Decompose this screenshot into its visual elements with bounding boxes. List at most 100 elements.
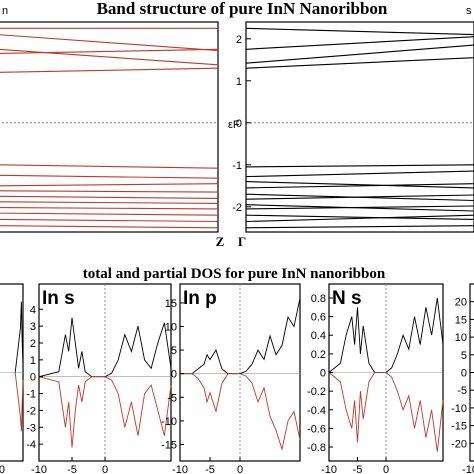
dos-spin-up-line bbox=[14, 301, 24, 373]
band-line-11 bbox=[0, 201, 219, 204]
y-tick-label: 0 bbox=[30, 372, 36, 384]
x-tick-label: -10 bbox=[172, 464, 188, 474]
dos-title: total and partial DOS for pure InN nanor… bbox=[83, 266, 386, 282]
band-structure-title: Band structure of pure InN Nanoribbon bbox=[97, 0, 388, 18]
x-tick-label: -5 bbox=[353, 464, 363, 474]
y-tick-label: -5 bbox=[167, 392, 177, 404]
y-tick-label: -1 bbox=[232, 160, 242, 172]
band-line-5 bbox=[245, 164, 474, 168]
dos-total-panel: -10 bbox=[0, 283, 24, 474]
y-tick-label: -3 bbox=[26, 422, 36, 434]
band-line-7 bbox=[0, 174, 219, 179]
band-line-14 bbox=[245, 214, 474, 223]
orbital-label: N s bbox=[332, 288, 362, 309]
dos-spin-up-line bbox=[38, 317, 172, 378]
y-tick-label: 10 bbox=[455, 332, 467, 344]
band-line-2 bbox=[245, 36, 474, 50]
y-tick-label: -1 bbox=[26, 389, 36, 401]
dos-n-p-panel: 20 15 10 5 0 -5 -10 -15 -20 -10 bbox=[451, 283, 474, 474]
y-tick-label: -10 bbox=[161, 416, 177, 428]
x-tick-label: -5 bbox=[67, 464, 77, 474]
y-tick-label: 0 bbox=[171, 369, 177, 381]
band-line-13 bbox=[0, 212, 219, 216]
corner-label-right: s bbox=[466, 5, 472, 17]
dos-spin-down-line bbox=[38, 376, 172, 448]
band-line-12 bbox=[245, 205, 474, 210]
band-line-10 bbox=[245, 194, 474, 200]
x-tick-label: 0 bbox=[102, 464, 108, 474]
y-tick-label: 1 bbox=[30, 355, 36, 367]
band-line-10 bbox=[0, 195, 219, 199]
band-line-13 bbox=[245, 214, 474, 220]
plot-frame bbox=[0, 21, 219, 233]
y-tick-label: 3 bbox=[30, 321, 36, 333]
y-tick-label: 10 bbox=[165, 321, 177, 333]
band-line-7 bbox=[245, 181, 474, 189]
x-tick-label: -10 bbox=[462, 464, 474, 474]
band-line-4 bbox=[245, 57, 474, 69]
band-line-4 bbox=[0, 48, 219, 55]
y-tick-label: 4 bbox=[30, 304, 36, 316]
y-tick-label: -4 bbox=[26, 439, 36, 451]
dos-spin-down-line bbox=[180, 373, 301, 451]
x-tick-label: -10 bbox=[31, 464, 47, 474]
y-tick-label: 15 bbox=[455, 314, 467, 326]
y-tick-label: 15 bbox=[165, 298, 177, 310]
y-tick-label: 0 bbox=[461, 368, 467, 380]
band-line-15 bbox=[0, 225, 219, 229]
dos-spin-down-line bbox=[14, 372, 24, 432]
y-tick-label: -5 bbox=[457, 385, 467, 397]
band-line-8 bbox=[0, 183, 219, 187]
orbital-label: In s bbox=[42, 288, 75, 309]
y-tick-label: -0.2 bbox=[307, 386, 326, 398]
band-line-3 bbox=[0, 48, 219, 66]
y-tick-label: 5 bbox=[461, 350, 467, 362]
band-structure-left-panel: Z bbox=[0, 21, 225, 249]
y-tick-label: 0.4 bbox=[311, 330, 326, 342]
y-tick-label: 2 bbox=[30, 338, 36, 350]
y-tick-label: -0.8 bbox=[307, 442, 326, 454]
corner-label-left: n bbox=[2, 5, 8, 17]
y-tick-label: -0.4 bbox=[307, 405, 326, 417]
y-tick-label: 0.8 bbox=[311, 293, 326, 305]
band-structure-right-panel: -2 -1 0 1 2 Γ bbox=[232, 21, 474, 249]
y-tick-label: 0 bbox=[320, 368, 326, 380]
band-line-5 bbox=[0, 67, 219, 73]
y-tick-label: 0.6 bbox=[311, 312, 326, 324]
dos-in-p-panel: -15 -10 -5 0 5 10 15 -10 -5 0 In p bbox=[161, 283, 301, 474]
x-tick-label: -10 bbox=[321, 464, 337, 474]
fermi-level-label: εF bbox=[228, 119, 240, 131]
band-line-8 bbox=[245, 183, 474, 189]
y-tick-label: -10 bbox=[451, 403, 467, 415]
k-point-label: Γ bbox=[238, 234, 246, 249]
y-tick-label: -15 bbox=[161, 439, 177, 451]
band-line-6 bbox=[0, 164, 219, 169]
band-line-15 bbox=[245, 225, 474, 229]
x-tick-label: 0 bbox=[237, 464, 243, 474]
y-tick-label: 20 bbox=[455, 297, 467, 309]
band-line-9 bbox=[0, 190, 219, 193]
band-line-12 bbox=[0, 207, 219, 210]
y-tick-label: -0.6 bbox=[307, 423, 326, 435]
y-tick-label: 0 bbox=[236, 118, 242, 130]
y-tick-label: -20 bbox=[451, 438, 467, 450]
orbital-label: In p bbox=[183, 288, 217, 309]
y-tick-label: -2 bbox=[26, 405, 36, 417]
dos-n-s-panel: -0.8 -0.6 -0.4 -0.2 0 0.2 0.4 0.6 0.8 -10 -5 0 N s bbox=[307, 283, 444, 474]
dos-spin-down-line bbox=[328, 372, 444, 452]
y-tick-label: -2 bbox=[232, 202, 242, 214]
plot-frame bbox=[245, 21, 474, 233]
y-tick-label: 0.2 bbox=[311, 349, 326, 361]
x-tick-label: 0 bbox=[383, 464, 389, 474]
x-tick-label: -10 bbox=[0, 464, 5, 474]
y-tick-label: 2 bbox=[236, 34, 242, 46]
band-line-1 bbox=[245, 27, 474, 36]
x-tick-label: -5 bbox=[205, 464, 215, 474]
k-point-label: Z bbox=[216, 234, 225, 249]
y-tick-label: -15 bbox=[451, 421, 467, 433]
band-line-14 bbox=[0, 218, 219, 223]
band-line-3 bbox=[245, 44, 474, 64]
y-tick-label: 1 bbox=[236, 76, 242, 88]
